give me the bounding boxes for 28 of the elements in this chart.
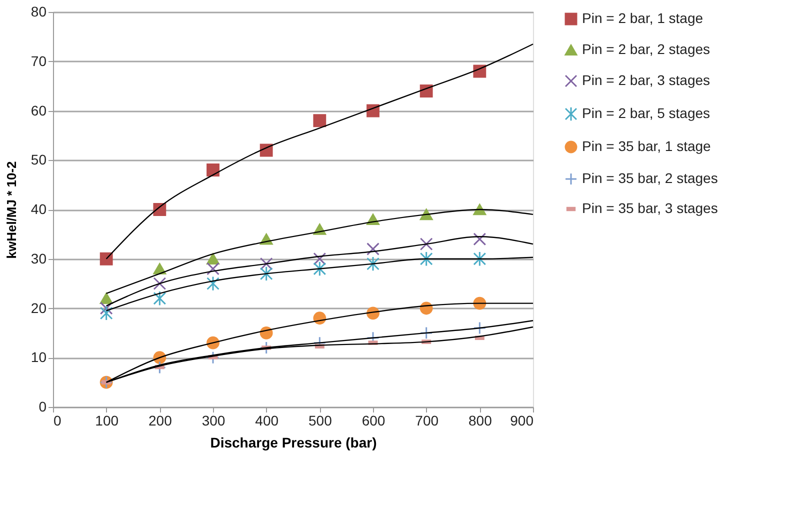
x-tick-label: 100 bbox=[95, 412, 119, 428]
x-tick-label: 300 bbox=[202, 412, 226, 428]
y-tick-label: 20 bbox=[30, 300, 47, 316]
legend-label: Pin = 2 bar, 3 stages bbox=[582, 72, 710, 88]
y-tick-label: 30 bbox=[30, 250, 47, 266]
y-tick-label: 80 bbox=[30, 4, 47, 20]
legend-label: Pin = 35 bar, 2 stages bbox=[582, 170, 718, 186]
y-tick-label: 40 bbox=[30, 201, 47, 217]
legend-label: Pin = 35 bar, 1 stage bbox=[582, 138, 712, 154]
legend-label: Pin = 35 bar, 3 stages bbox=[582, 200, 718, 216]
y-axis-title: kwHel/MJ * 10-2 bbox=[4, 161, 19, 259]
x-tick-label: 0 bbox=[54, 412, 62, 428]
y-tick-label: 10 bbox=[30, 349, 47, 366]
y-tick-label: 50 bbox=[30, 152, 47, 168]
x-tick-label: 700 bbox=[415, 412, 439, 428]
x-tick-label: 500 bbox=[308, 412, 332, 428]
x-axis-title: Discharge Pressure (bar) bbox=[210, 434, 377, 450]
legend-label: Pin = 2 bar, 1 stage bbox=[582, 10, 704, 26]
x-tick-label: 900 bbox=[510, 412, 534, 428]
y-tick-label: 60 bbox=[30, 102, 47, 118]
x-tick-label: 200 bbox=[148, 412, 172, 428]
legend-label: Pin = 2 bar, 5 stages bbox=[582, 105, 710, 121]
legend-label: Pin = 2 bar, 2 stages bbox=[582, 41, 710, 57]
x-tick-label: 400 bbox=[255, 412, 279, 428]
y-tick-label: 70 bbox=[30, 52, 47, 69]
y-tick-label: 0 bbox=[38, 398, 47, 414]
x-tick-label: 800 bbox=[468, 412, 492, 428]
x-tick-label: 600 bbox=[362, 412, 386, 428]
